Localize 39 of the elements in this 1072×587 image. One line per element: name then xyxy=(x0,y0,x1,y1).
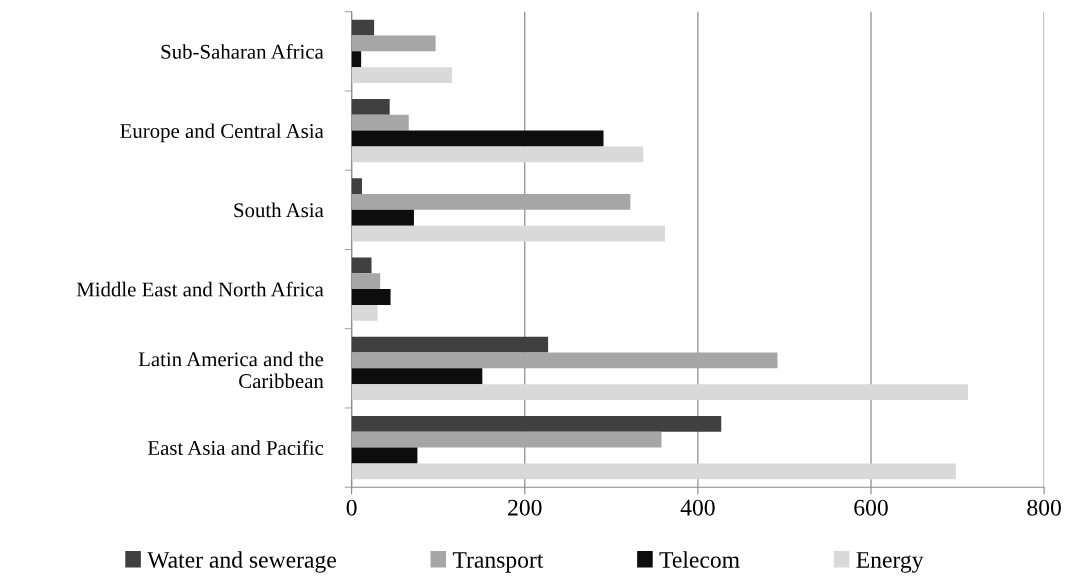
x-tick-label: 0 xyxy=(346,499,357,516)
bar xyxy=(351,463,956,480)
bar xyxy=(351,304,378,321)
y-tick-label: Europe and Central Asia xyxy=(120,123,324,143)
bar xyxy=(351,19,375,36)
y-tick-label: Latin America and the Caribbean xyxy=(138,351,324,389)
bar xyxy=(351,209,414,226)
bar xyxy=(351,178,362,194)
bar xyxy=(351,289,391,305)
bar xyxy=(351,431,662,448)
bar xyxy=(351,447,418,464)
bar xyxy=(351,384,968,401)
x-tick-label: 800 xyxy=(1027,499,1061,516)
bar xyxy=(351,98,390,115)
bar xyxy=(351,336,549,353)
bar xyxy=(351,368,483,385)
x-tick-label: 600 xyxy=(854,499,888,516)
legend-label: Water and sewerage xyxy=(147,551,336,573)
y-tick-label: Middle East and North Africa xyxy=(76,281,324,297)
bar xyxy=(351,146,644,163)
bar xyxy=(351,225,665,242)
bar xyxy=(351,35,436,52)
legend-label: Energy xyxy=(856,552,924,573)
bar xyxy=(351,194,631,210)
bar xyxy=(351,67,453,84)
y-tick-label: East Asia and Pacific xyxy=(147,440,324,456)
bar xyxy=(351,51,362,68)
legend-label: Telecom xyxy=(659,551,740,568)
bar xyxy=(351,114,409,131)
bar xyxy=(351,130,604,147)
x-tick-label: 400 xyxy=(680,499,715,516)
y-tick-label: South Asia xyxy=(234,202,324,218)
y-tick-label: Sub-Saharan Africa xyxy=(161,43,324,59)
bar xyxy=(351,257,372,274)
x-tick-label: 200 xyxy=(508,499,542,516)
bar xyxy=(351,352,778,369)
legend-label: Transport xyxy=(452,552,544,573)
bar xyxy=(351,415,722,432)
bar xyxy=(351,273,381,290)
